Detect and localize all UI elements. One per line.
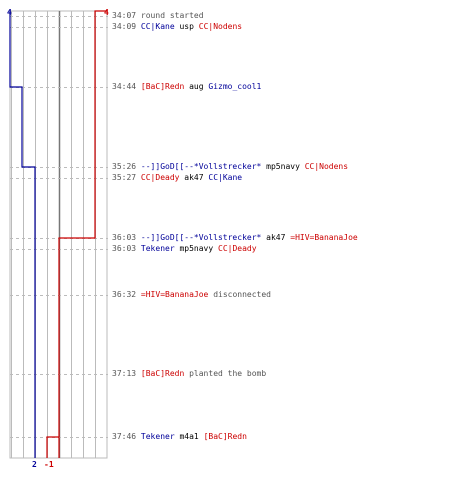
player-name: =HIV=BananaJoe bbox=[140, 290, 209, 299]
player-name: CC|Nodens bbox=[198, 22, 243, 31]
ct-score-line bbox=[9, 11, 36, 458]
event-time: 36:03 bbox=[112, 233, 137, 242]
event-row: 37:13 [BaC]Redn planted the bomb bbox=[112, 369, 266, 379]
ct-end-score: 2 bbox=[32, 460, 37, 469]
weapon-name: mp5navy bbox=[179, 244, 214, 253]
event-row: 36:32 =HIV=BananaJoe disconnected bbox=[112, 290, 271, 300]
weapon-name: mp5navy bbox=[266, 162, 300, 171]
ct-start-score: 4 bbox=[7, 8, 12, 17]
player-name: CC|Deady bbox=[140, 173, 180, 182]
t-start-score: 4 bbox=[104, 8, 109, 17]
event-row: 34:07 round started bbox=[112, 11, 204, 21]
event-time: 36:03 bbox=[112, 244, 137, 253]
player-name: Gizmo_cool1 bbox=[208, 82, 262, 91]
event-time: 34:09 bbox=[112, 22, 137, 31]
event-time: 37:13 bbox=[112, 369, 137, 378]
event-row: 35:27 CC|Deady ak47 CC|Kane bbox=[112, 173, 242, 183]
player-name: CC|Deady bbox=[218, 244, 257, 253]
event-time: 35:27 bbox=[112, 173, 137, 182]
event-text: round started bbox=[140, 11, 204, 20]
t-end-score: -1 bbox=[44, 460, 54, 469]
event-time: 37:46 bbox=[112, 432, 137, 441]
event-row: 34:09 CC|Kane usp CC|Nodens bbox=[112, 22, 242, 32]
player-name: [BaC]Redn bbox=[140, 82, 185, 91]
t-score-line-end bbox=[46, 436, 59, 458]
player-name: CC|Kane bbox=[140, 22, 175, 31]
event-time: 34:07 bbox=[112, 11, 137, 20]
player-name: [BaC]Redn bbox=[140, 369, 185, 378]
event-text: planted the bomb bbox=[189, 369, 267, 378]
event-row: 35:26 --]]GoD[[--*Vollstrecker* mp5navy … bbox=[112, 162, 348, 172]
player-name: --]]GoD[[--*Vollstrecker* bbox=[140, 162, 262, 171]
player-name: [BaC]Redn bbox=[203, 432, 247, 441]
player-name: CC|Kane bbox=[208, 173, 243, 182]
weapon-name: m4a1 bbox=[179, 432, 199, 441]
event-row: 36:03 --]]GoD[[--*Vollstrecker* ak47 =HI… bbox=[112, 233, 358, 243]
event-text: disconnected bbox=[213, 290, 271, 299]
weapon-name: ak47 bbox=[184, 173, 204, 182]
weapon-name: aug bbox=[189, 82, 204, 91]
player-name: CC|Nodens bbox=[304, 162, 349, 171]
player-name: Tekener bbox=[140, 432, 175, 441]
event-time: 36:32 bbox=[112, 290, 137, 299]
t-score-line bbox=[58, 10, 107, 458]
weapon-name: usp bbox=[179, 22, 194, 31]
event-time: 34:44 bbox=[112, 82, 137, 91]
event-time: 35:26 bbox=[112, 162, 137, 171]
player-name: =HIV=BananaJoe bbox=[290, 233, 358, 242]
player-name: Tekener bbox=[140, 244, 175, 253]
event-row: 37:46 Tekener m4a1 [BaC]Redn bbox=[112, 432, 247, 442]
weapon-name: ak47 bbox=[266, 233, 286, 242]
event-row: 36:03 Tekener mp5navy CC|Deady bbox=[112, 244, 257, 254]
event-row: 34:44 [BaC]Redn aug Gizmo_cool1 bbox=[112, 82, 261, 92]
player-name: --]]GoD[[--*Vollstrecker* bbox=[140, 233, 262, 242]
